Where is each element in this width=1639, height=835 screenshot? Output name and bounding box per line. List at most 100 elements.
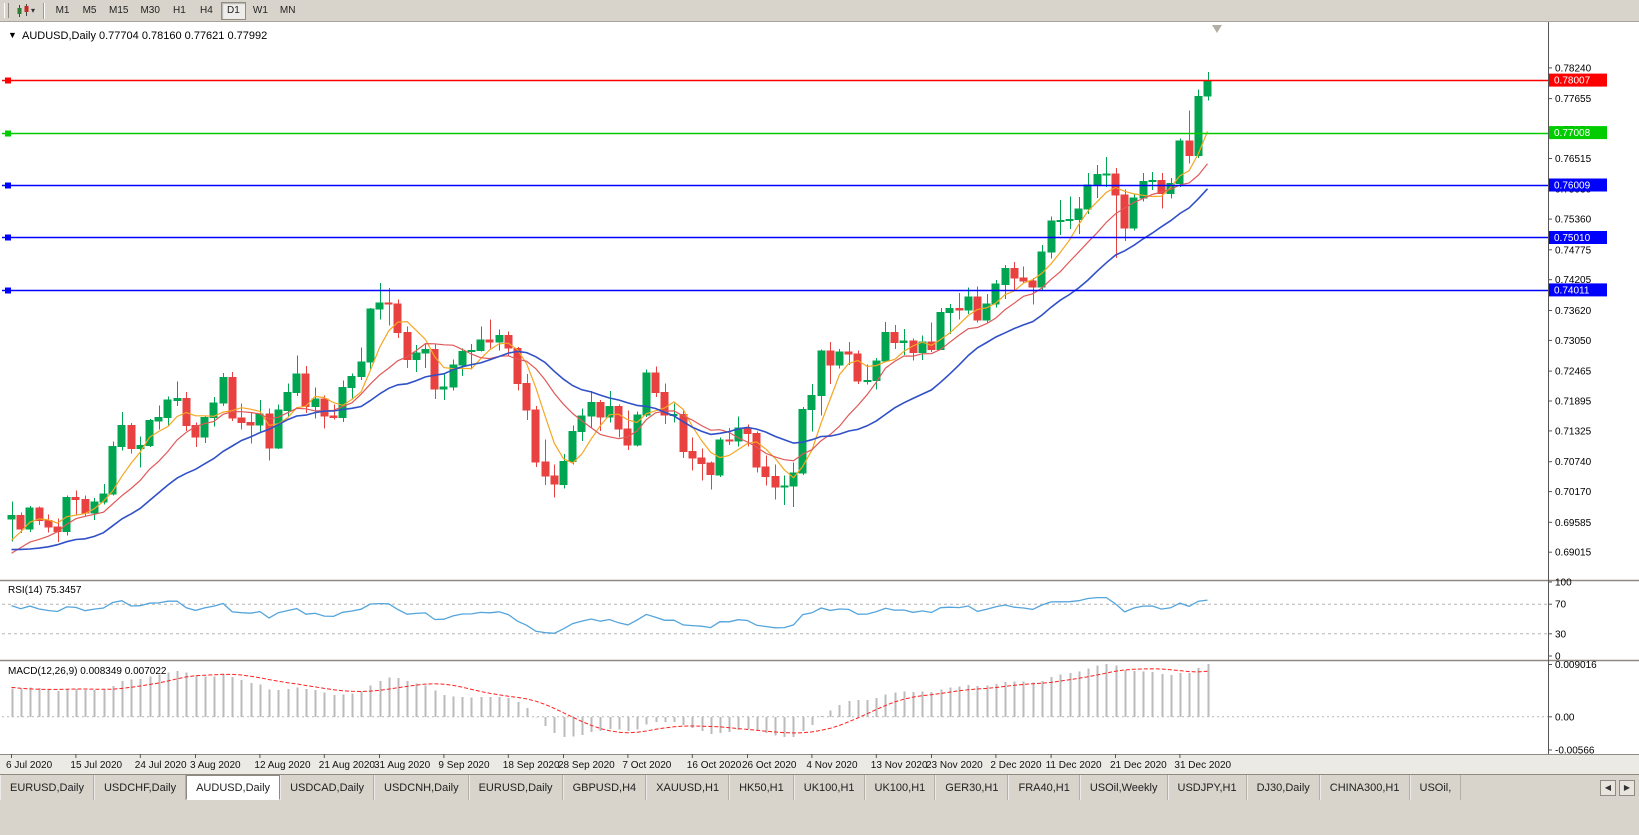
candle bbox=[1028, 277, 1037, 305]
rsi-line bbox=[11, 596, 1208, 634]
candle bbox=[219, 372, 228, 406]
chart-window: 0.782400.776550.770700.765150.759300.753… bbox=[0, 22, 1639, 774]
candle bbox=[706, 461, 715, 490]
chart-tab-usdchf-daily[interactable]: USDCHF,Daily bbox=[93, 775, 187, 800]
chart-tab-audusd-daily[interactable]: AUDUSD,Daily bbox=[186, 775, 281, 800]
candle bbox=[1129, 193, 1138, 231]
timeframe-button-m15[interactable]: M15 bbox=[104, 2, 133, 20]
candle bbox=[366, 307, 375, 370]
timeframe-button-w1[interactable]: W1 bbox=[248, 2, 273, 20]
candle bbox=[642, 369, 651, 417]
chart-tab-fra40-h1[interactable]: FRA40,H1 bbox=[1008, 775, 1080, 800]
candle bbox=[1065, 196, 1074, 230]
candle bbox=[587, 390, 596, 428]
candle bbox=[835, 348, 844, 369]
ma-mid-line bbox=[11, 163, 1208, 554]
candle bbox=[283, 383, 292, 417]
price-axis-label: 0.74205 bbox=[1555, 275, 1592, 286]
candle bbox=[127, 422, 136, 454]
candle bbox=[909, 338, 918, 361]
chart-tab-ger30-h1[interactable]: GER30,H1 bbox=[935, 775, 1009, 800]
candle bbox=[863, 364, 872, 385]
chart-tabs-bar: EURUSD,Daily USDCHF,Daily AUDUSD,Daily USDC… bbox=[0, 774, 1639, 800]
price-axis-label: 0.77655 bbox=[1555, 94, 1592, 105]
timeframe-button-d1[interactable]: D1 bbox=[220, 1, 246, 20]
level-line-handle[interactable] bbox=[5, 234, 11, 241]
price-axis-label: 0.71325 bbox=[1555, 426, 1592, 437]
timeframe-button-mn[interactable]: MN bbox=[275, 2, 301, 20]
chart-tab-hk50-h1[interactable]: HK50,H1 bbox=[729, 775, 794, 800]
one-click-trading-toggle[interactable]: ▼ bbox=[8, 30, 17, 40]
candle bbox=[817, 349, 826, 416]
macd-axis-label: 0.009016 bbox=[1555, 660, 1597, 671]
candle bbox=[945, 304, 954, 335]
toolbar-separator bbox=[43, 2, 45, 19]
candle bbox=[1001, 264, 1010, 299]
chart-tab-china300-h1[interactable]: CHINA300,H1 bbox=[1319, 775, 1410, 800]
chart-tab-usdcad-daily[interactable]: USDCAD,Daily bbox=[280, 775, 375, 800]
candle bbox=[228, 371, 237, 422]
price-axis-label: 0.73620 bbox=[1555, 306, 1592, 317]
chart-tab-eurusd-daily[interactable]: EURUSD,Daily bbox=[468, 775, 563, 800]
toolbar-drag-handle[interactable] bbox=[4, 3, 9, 18]
chart-tab-xauusd-h1[interactable]: XAUUSD,H1 bbox=[646, 775, 730, 800]
candle bbox=[1194, 89, 1203, 159]
tab-scroll-arrows: ◀ ▶ bbox=[1596, 775, 1639, 800]
price-axis-label: 0.76515 bbox=[1555, 154, 1592, 165]
level-line-handle[interactable] bbox=[5, 287, 11, 294]
chart-tab-dj30-daily[interactable]: DJ30,Daily bbox=[1246, 775, 1320, 800]
chart-tab-uk100-h1[interactable]: UK100,H1 bbox=[864, 775, 936, 800]
candle bbox=[145, 419, 154, 447]
rsi-axis-label: 100 bbox=[1555, 578, 1572, 589]
time-axis-label: 21 Dec 2020 bbox=[1110, 760, 1167, 771]
price-badge-0.76009: 0.76009 bbox=[1549, 178, 1607, 192]
chart-tab-usdjpy-h1[interactable]: USDJPY,H1 bbox=[1167, 775, 1247, 800]
time-axis-label: 26 Oct 2020 bbox=[742, 760, 797, 771]
timeframe-button-h1[interactable]: H1 bbox=[167, 2, 192, 20]
level-line-handle[interactable] bbox=[5, 182, 11, 189]
chart-tab-usoil[interactable]: USOil, bbox=[1409, 775, 1462, 800]
timeframe-button-m30[interactable]: M30 bbox=[135, 2, 164, 20]
price-axis-label: 0.78240 bbox=[1555, 63, 1592, 74]
candle bbox=[936, 307, 945, 350]
price-axis-label: 0.73050 bbox=[1555, 336, 1592, 347]
candle bbox=[495, 329, 504, 351]
chart-tab-eurusd-daily[interactable]: EURUSD,Daily bbox=[0, 775, 94, 800]
timeframe-button-h4[interactable]: H4 bbox=[194, 2, 219, 20]
time-axis-label: 4 Nov 2020 bbox=[806, 760, 858, 771]
svg-text:0.77008: 0.77008 bbox=[1554, 128, 1591, 139]
svg-text:0.74011: 0.74011 bbox=[1554, 285, 1590, 296]
timeframe-button-m1[interactable]: M1 bbox=[50, 2, 75, 20]
chart-tab-usoil-weekly[interactable]: USOil,Weekly bbox=[1079, 775, 1168, 800]
time-axis-label: 23 Nov 2020 bbox=[926, 760, 983, 771]
price-axis-label: 0.75360 bbox=[1555, 215, 1592, 226]
candle bbox=[771, 464, 780, 500]
time-axis-label: 24 Jul 2020 bbox=[135, 760, 187, 771]
time-axis-label: 31 Aug 2020 bbox=[374, 760, 431, 771]
rsi-axis-label: 0 bbox=[1555, 652, 1561, 663]
chart-tab-usdcnh-daily[interactable]: USDCNH,Daily bbox=[374, 775, 469, 800]
candle bbox=[357, 347, 366, 380]
candle bbox=[826, 342, 835, 384]
candle bbox=[1185, 110, 1194, 164]
timeframe-toolbar-buttons: M1 M5 M15 M30 H1 H4 D1 W1 MN bbox=[49, 1, 301, 20]
chart-shift-marker[interactable] bbox=[1212, 25, 1222, 33]
chart-type-button[interactable]: ▾ bbox=[13, 2, 38, 20]
tabs-scroll-left-button[interactable]: ◀ bbox=[1600, 779, 1616, 796]
timeframe-button-m5[interactable]: M5 bbox=[77, 2, 102, 20]
candle bbox=[761, 455, 770, 486]
chart-tab-gbpusd-h4[interactable]: GBPUSD,H4 bbox=[562, 775, 647, 800]
candle bbox=[522, 374, 531, 421]
time-axis-label: 7 Oct 2020 bbox=[622, 760, 671, 771]
level-line-handle[interactable] bbox=[5, 130, 11, 137]
rsi-axis-label: 30 bbox=[1555, 629, 1567, 640]
svg-text:0.76009: 0.76009 bbox=[1554, 181, 1591, 192]
price-chart-canvas[interactable]: 0.782400.776550.770700.765150.759300.753… bbox=[0, 22, 1639, 774]
tabs-scroll-right-button[interactable]: ▶ bbox=[1619, 779, 1635, 796]
chart-tab-uk100-h1[interactable]: UK100,H1 bbox=[793, 775, 865, 800]
level-line-handle[interactable] bbox=[5, 77, 11, 84]
candle bbox=[1120, 189, 1129, 242]
candle bbox=[25, 505, 34, 532]
candle bbox=[844, 342, 853, 366]
candle bbox=[881, 322, 890, 362]
